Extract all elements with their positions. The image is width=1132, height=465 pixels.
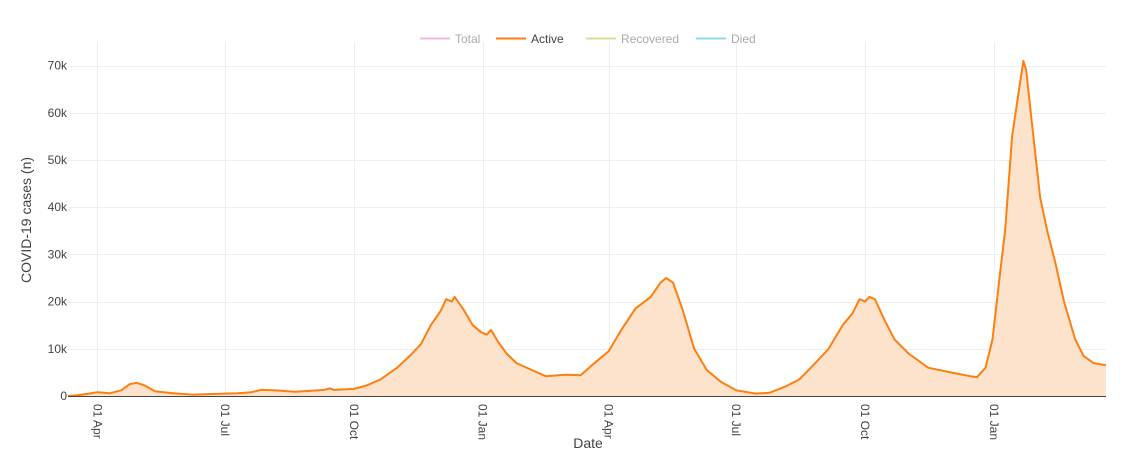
series-area-active [68, 60, 1106, 397]
y-tick-label: 0 [60, 389, 67, 403]
legend-label: Total [455, 32, 480, 46]
x-tick-labels: 01 Apr 01 Jul 01 Oct 01 Jan 01 Apr 01 Jul 01 O… [90, 404, 1001, 440]
x-tick-label: 01 Jul [218, 404, 232, 436]
x-tick-label: 01 Jan [987, 404, 1001, 440]
y-tick-label: 60k [48, 106, 68, 120]
y-tick-label: 10k [48, 342, 68, 356]
legend-item-recovered[interactable]: Recovered [586, 32, 679, 46]
legend[interactable]: Total Active Recovered Died [420, 32, 756, 46]
legend-label: Recovered [621, 32, 679, 46]
series-line-active[interactable] [67, 59, 1107, 397]
x-axis-title: Date [573, 435, 603, 451]
gridlines [68, 42, 1106, 396]
legend-label: Active [531, 32, 564, 46]
legend-item-died[interactable]: Died [696, 32, 756, 46]
x-tick-label: 01 Jul [729, 404, 743, 436]
y-tick-label: 40k [48, 200, 68, 214]
x-tick-label: 01 Oct [858, 404, 872, 440]
y-tick-label: 30k [48, 247, 68, 261]
y-tick-labels: 0 10k 20k 30k 40k 50k 60k 70k [48, 59, 68, 403]
y-tick-label: 50k [48, 153, 68, 167]
x-tick-label: 01 Oct [347, 404, 361, 440]
x-tick-label: 01 Apr [90, 404, 104, 439]
x-tick-label: 01 Apr [602, 404, 616, 439]
y-tick-label: 70k [48, 59, 68, 73]
y-axis-title: COVID-19 cases (n) [18, 157, 34, 283]
legend-item-active[interactable]: Active [496, 32, 564, 46]
legend-label: Died [731, 32, 756, 46]
y-tick-label: 20k [48, 295, 68, 309]
legend-item-total[interactable]: Total [420, 32, 480, 46]
x-tick-label: 01 Jan [476, 404, 490, 440]
series-area-layer [67, 59, 1107, 397]
